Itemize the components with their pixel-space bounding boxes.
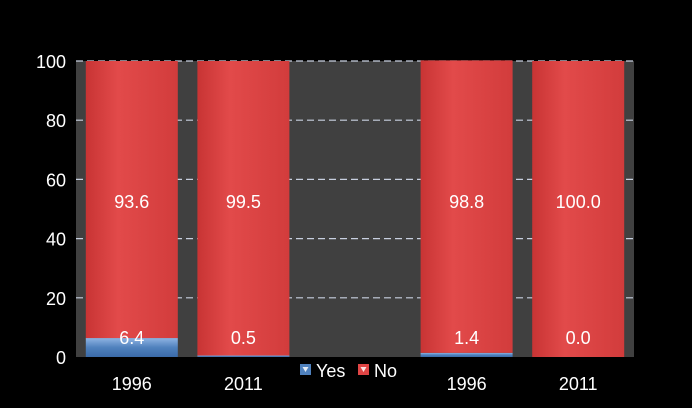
y-tick-label: 20: [46, 289, 66, 309]
legend-marker-icon: [302, 367, 309, 372]
y-tick-label: 100: [36, 52, 66, 72]
data-label-no: 93.6: [114, 192, 149, 212]
bar-no: [532, 61, 625, 357]
data-label-no: 98.8: [449, 192, 484, 212]
legend-label: Yes: [316, 361, 345, 381]
data-label-yes: 1.4: [454, 328, 479, 348]
data-label-yes: 0.0: [566, 328, 591, 348]
data-label-yes: 0.5: [231, 328, 256, 348]
x-tick-label: 1996: [447, 374, 487, 394]
y-tick-label: 0: [56, 348, 66, 368]
bar-yes: [85, 338, 178, 357]
bar-yes: [420, 352, 513, 357]
legend: Yes No: [300, 361, 397, 381]
legend-item-no: No: [358, 361, 397, 381]
y-tick-label: 80: [46, 111, 66, 131]
bar-no: [197, 61, 290, 356]
bar-yes: [197, 355, 290, 357]
bar-no: [420, 60, 513, 353]
data-label-yes: 6.4: [119, 328, 144, 348]
data-labels: 93.6 6.4 99.5 0.5 98.8 1.4 100.0 0.0: [114, 192, 600, 348]
x-axis: 1996 2011 1996 2011: [112, 374, 598, 394]
x-tick-label: 1996: [112, 374, 152, 394]
data-label-no: 99.5: [226, 192, 261, 212]
x-tick-label: 2011: [224, 374, 263, 394]
y-tick-label: 60: [46, 170, 66, 190]
y-tick-label: 40: [46, 230, 66, 250]
bars: [85, 60, 625, 357]
legend-item-yes: Yes: [300, 361, 345, 381]
y-axis: 0 20 40 60 80 100: [36, 52, 66, 368]
legend-label: No: [374, 361, 397, 381]
x-tick-label: 2011: [559, 374, 598, 394]
bar-no: [85, 61, 178, 339]
data-label-no: 100.0: [556, 192, 601, 212]
legend-marker-icon: [360, 367, 367, 372]
